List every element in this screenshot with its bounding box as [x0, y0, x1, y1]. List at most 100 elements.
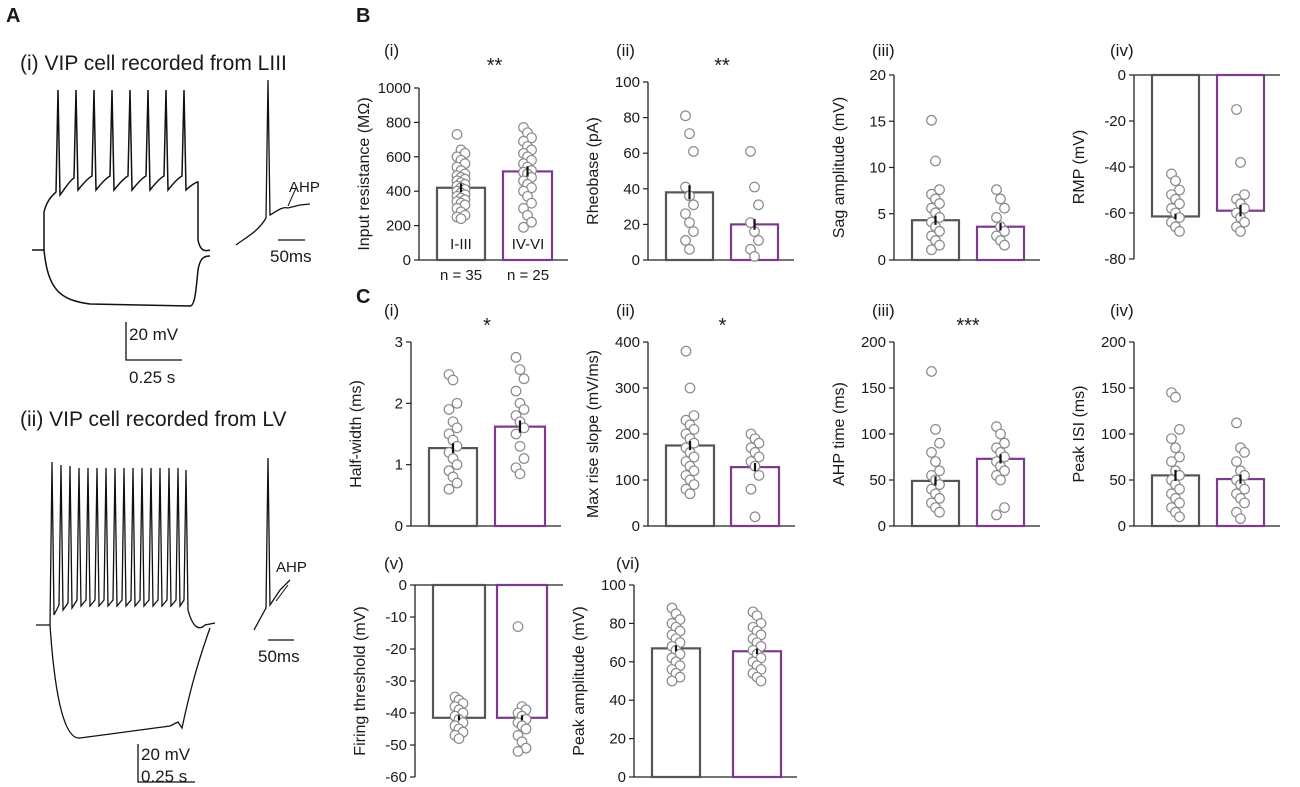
n-label-2: n = 25: [507, 267, 549, 284]
y-tick-label: 0: [632, 252, 640, 269]
data-point: [510, 385, 522, 397]
subpanel-tag: (ii): [616, 301, 635, 320]
data-point: [684, 217, 695, 229]
data-point: [455, 213, 467, 225]
y-tick-label: 200: [386, 218, 411, 235]
data-point: [999, 502, 1010, 514]
data-point: [443, 483, 455, 495]
data-point: [999, 239, 1010, 251]
data-point: [688, 479, 700, 491]
y-tick-label: 40: [623, 181, 640, 198]
data-point: [526, 216, 537, 228]
bar-IV-VI: [495, 583, 549, 719]
data-point: [1174, 451, 1185, 463]
y-tick-label: 150: [1101, 380, 1126, 397]
data-point: [930, 424, 941, 435]
data-point: [1231, 417, 1242, 429]
y-axis-label: RMP (mV): [1071, 130, 1088, 204]
trace-ii-scalebar: [137, 744, 195, 783]
y-tick-label: 100: [615, 74, 640, 91]
data-point: [995, 428, 1006, 440]
data-point: [688, 451, 700, 463]
y-axis-label: Half-width (ms): [348, 380, 365, 488]
significance-marker: ***: [956, 315, 980, 337]
data-point: [753, 199, 764, 211]
data-point: [451, 477, 463, 489]
data-point: [755, 675, 767, 687]
y-tick-label: 0: [878, 252, 886, 269]
ahp-i-pointer: [287, 187, 297, 207]
bar-IV-VI: [1215, 73, 1266, 212]
y-tick-label: 40: [609, 692, 626, 709]
data-point: [999, 437, 1010, 449]
y-tick-label: 0: [395, 518, 403, 535]
subpanel-tag: (i): [384, 301, 399, 320]
subpanel-tag: (i): [384, 41, 399, 60]
y-tick-label: 5: [878, 206, 886, 223]
data-point: [934, 198, 945, 209]
data-point: [926, 114, 937, 126]
y-tick-label: 100: [1101, 426, 1126, 443]
data-point: [510, 428, 522, 440]
y-axis-label: Firing threshold (mV): [352, 606, 369, 755]
chart-Ci: 0 1 2 3 Half-width (ms) (i) *: [348, 301, 561, 535]
subpanel-tag: (ii): [616, 41, 635, 60]
significance-marker: *: [483, 315, 491, 337]
data-point: [1170, 442, 1181, 454]
y-axis-label: Rheobase (pA): [585, 117, 602, 225]
subpanel-tag: (vi): [616, 554, 640, 573]
y-tick-label: 1: [395, 457, 403, 474]
data-point: [514, 364, 526, 376]
y-tick-label: 0: [618, 769, 626, 786]
chart-Civ: 0 50 100 150 200 Peak ISI (ms) (iv): [1071, 301, 1280, 535]
group-label-1: I-III: [450, 236, 472, 253]
data-point: [1174, 483, 1185, 495]
data-point: [510, 351, 522, 363]
data-point: [520, 723, 532, 735]
subpanel-tag: (iv): [1110, 41, 1134, 60]
data-point: [518, 453, 530, 464]
data-point: [753, 451, 765, 463]
chart-Cvi: 0 20 40 60 80 100 Peak amplitude (mV) (vi): [571, 554, 797, 786]
data-point: [688, 465, 700, 477]
data-point: [934, 437, 945, 449]
chart-Cv: 0 -10 -20 -30 -40 -50 -60 Firing threshold (mV)…: [352, 554, 563, 786]
y-tick-label: 80: [609, 615, 626, 632]
data-point: [1231, 104, 1242, 115]
y-tick-label: 0: [1118, 518, 1126, 535]
y-tick-label: 80: [623, 110, 640, 127]
trace-ii-hyperpolarization: [49, 624, 211, 739]
data-point: [684, 382, 696, 394]
y-tick-label: -40: [385, 705, 407, 722]
trace-ii-voltage-label: 20 mV: [141, 745, 191, 764]
data-point: [684, 128, 695, 140]
y-tick-label: 50: [869, 472, 886, 489]
data-point: [1170, 391, 1181, 403]
chart-Bi: 0 200 400 600 800 1000 Input resistance (MΩ) (i…: [356, 41, 568, 269]
data-point: [1166, 456, 1177, 468]
significance-marker: **: [487, 55, 503, 77]
data-point: [447, 374, 459, 386]
data-point: [934, 493, 945, 504]
data-point: [451, 397, 463, 409]
trace-ii-title: (ii) VIP cell recorded from LV: [20, 408, 286, 431]
y-tick-label: 100: [861, 426, 886, 443]
data-point: [688, 424, 700, 435]
data-point: [451, 129, 463, 140]
y-axis-label: Input resistance (MΩ): [356, 97, 373, 250]
y-tick-label: 150: [861, 380, 886, 397]
data-point: [1239, 216, 1250, 228]
data-point: [514, 440, 526, 452]
trace-i-inset: [235, 79, 311, 246]
y-tick-label: -20: [385, 641, 407, 658]
data-point: [1239, 447, 1250, 458]
trace-i-hyperpolarization: [43, 249, 211, 307]
data-point: [1174, 225, 1185, 237]
data-point: [995, 474, 1006, 486]
y-tick-label: 20: [623, 216, 640, 233]
data-point: [526, 197, 537, 209]
inset-ii-time-label: 50ms: [258, 647, 300, 666]
trace-i-scalebar: [125, 322, 182, 361]
chart-Ciii: 0 50 100 150 200 AHP time (ms) (iii) ***: [831, 301, 1040, 535]
